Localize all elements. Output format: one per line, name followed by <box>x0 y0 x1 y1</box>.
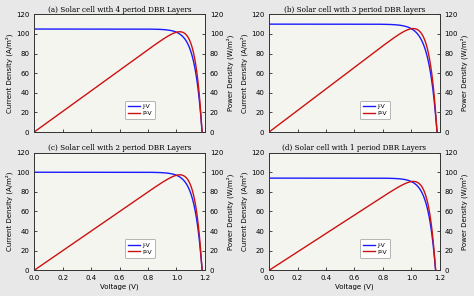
P-V <box>130 59 136 62</box>
Line: P-V: P-V <box>34 32 202 132</box>
Title: (c) Solar cell with 2 period DBR Layers: (c) Solar cell with 2 period DBR Layers <box>48 144 191 152</box>
P-V <box>31 130 37 134</box>
P-V <box>200 268 205 272</box>
P-V <box>266 130 272 134</box>
J-V <box>130 170 136 174</box>
J-V <box>342 176 347 180</box>
Y-axis label: Power Density (W/m²): Power Density (W/m²) <box>226 173 234 250</box>
Line: J-V: J-V <box>34 29 202 132</box>
J-V <box>296 22 301 26</box>
P-V <box>108 75 113 79</box>
P-V <box>144 49 149 53</box>
J-V <box>144 27 149 31</box>
P-V <box>434 130 440 134</box>
P-V <box>74 99 80 102</box>
P-V <box>61 109 67 112</box>
Y-axis label: Current Density (A/m²): Current Density (A/m²) <box>240 172 248 251</box>
P-V <box>433 268 438 272</box>
Line: J-V: J-V <box>34 172 202 270</box>
Line: J-V: J-V <box>269 178 436 270</box>
Line: P-V: P-V <box>34 175 202 270</box>
P-V <box>74 239 80 242</box>
Title: (d) Solar cell with 1 period DBR Layers: (d) Solar cell with 1 period DBR Layers <box>283 144 427 152</box>
J-V <box>393 23 399 27</box>
J-V <box>74 170 80 174</box>
P-V <box>296 250 301 253</box>
Legend: J-V, P-V: J-V, P-V <box>125 239 155 258</box>
Legend: J-V, P-V: J-V, P-V <box>360 101 390 120</box>
J-V <box>108 27 113 31</box>
J-V <box>266 176 272 180</box>
Y-axis label: Power Density (W/m²): Power Density (W/m²) <box>226 35 234 111</box>
J-V <box>61 27 67 31</box>
P-V <box>410 180 416 183</box>
J-V <box>365 22 371 26</box>
J-V <box>144 170 149 174</box>
J-V <box>74 27 80 31</box>
J-V <box>309 176 315 180</box>
P-V <box>266 268 272 272</box>
J-V <box>310 22 315 26</box>
Title: (a) Solar cell with 4 period DBR Layers: (a) Solar cell with 4 period DBR Layers <box>48 6 191 14</box>
P-V <box>378 45 384 49</box>
P-V <box>177 173 182 177</box>
J-V <box>108 170 113 174</box>
Line: P-V: P-V <box>269 28 437 132</box>
X-axis label: Voltage (V): Voltage (V) <box>335 284 374 290</box>
P-V <box>158 39 164 43</box>
Y-axis label: Power Density (W/m²): Power Density (W/m²) <box>461 173 468 250</box>
J-V <box>158 171 164 174</box>
P-V <box>377 197 383 200</box>
Y-axis label: Current Density (A/m²): Current Density (A/m²) <box>240 33 248 113</box>
Legend: J-V, P-V: J-V, P-V <box>360 239 390 258</box>
J-V <box>392 177 397 180</box>
P-V <box>31 268 37 272</box>
J-V <box>342 22 348 26</box>
J-V <box>61 170 67 174</box>
P-V <box>365 205 370 208</box>
P-V <box>342 220 347 223</box>
J-V <box>433 268 438 272</box>
Y-axis label: Power Density (W/m²): Power Density (W/m²) <box>461 35 468 111</box>
P-V <box>130 200 136 204</box>
Line: J-V: J-V <box>269 24 437 132</box>
P-V <box>392 188 397 191</box>
Title: (b) Solar cell with 3 period DBR layers: (b) Solar cell with 3 period DBR layers <box>284 6 425 14</box>
P-V <box>144 191 149 195</box>
P-V <box>365 55 371 59</box>
J-V <box>200 268 205 272</box>
J-V <box>31 27 37 31</box>
J-V <box>377 176 383 180</box>
P-V <box>410 27 416 30</box>
J-V <box>266 22 272 26</box>
X-axis label: Voltage (V): Voltage (V) <box>100 284 139 290</box>
P-V <box>296 108 301 111</box>
J-V <box>296 176 301 180</box>
P-V <box>200 130 205 134</box>
Y-axis label: Current Density (A/m²): Current Density (A/m²) <box>6 33 13 113</box>
Legend: J-V, P-V: J-V, P-V <box>125 101 155 120</box>
J-V <box>31 170 37 174</box>
P-V <box>309 241 315 244</box>
P-V <box>177 30 182 33</box>
J-V <box>158 28 164 31</box>
J-V <box>434 130 440 134</box>
P-V <box>61 248 67 252</box>
P-V <box>310 97 315 101</box>
J-V <box>378 22 384 26</box>
J-V <box>130 27 136 31</box>
P-V <box>393 35 399 38</box>
Y-axis label: Current Density (A/m²): Current Density (A/m²) <box>6 172 13 251</box>
P-V <box>158 182 164 185</box>
P-V <box>108 216 113 220</box>
P-V <box>342 73 348 76</box>
J-V <box>365 176 370 180</box>
Line: P-V: P-V <box>269 181 436 270</box>
J-V <box>200 130 205 134</box>
